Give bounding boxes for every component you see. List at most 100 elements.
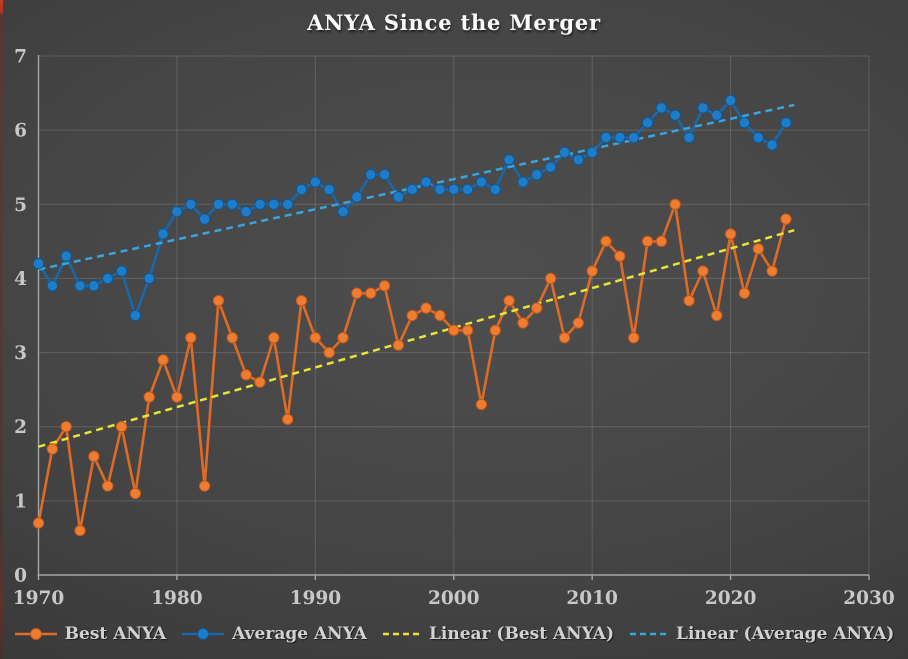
line-marker-icon — [182, 628, 225, 640]
data-point-best-anya — [420, 302, 432, 314]
data-point-average-anya — [60, 250, 72, 262]
data-point-average-anya — [337, 206, 349, 218]
data-point-best-anya — [295, 294, 308, 307]
data-point-best-anya — [766, 265, 778, 277]
data-point-average-anya — [558, 146, 571, 159]
data-point-average-anya — [600, 131, 612, 144]
data-point-average-anya — [157, 228, 169, 240]
data-point-average-anya — [281, 198, 294, 210]
y-tick-label: 2 — [14, 417, 27, 438]
data-point-average-anya — [309, 176, 322, 188]
data-point-average-anya — [544, 161, 557, 173]
data-point-best-anya — [392, 339, 405, 351]
data-point-best-anya — [738, 287, 751, 299]
data-point-average-anya — [32, 257, 45, 270]
data-point-average-anya — [254, 198, 266, 210]
data-point-best-anya — [102, 480, 114, 492]
legend-label: Linear (Average ANYA) — [676, 624, 895, 644]
data-point-best-anya — [212, 294, 225, 307]
data-point-best-anya — [406, 309, 418, 322]
data-point-best-anya — [198, 480, 211, 492]
data-point-best-anya — [254, 376, 266, 388]
data-point-average-anya — [669, 109, 681, 122]
data-point-average-anya — [129, 309, 142, 322]
data-point-average-anya — [434, 183, 446, 196]
data-point-average-anya — [503, 154, 515, 166]
data-point-average-anya — [198, 213, 211, 225]
data-point-best-anya — [185, 332, 197, 344]
data-point-best-anya — [378, 280, 391, 292]
data-point-average-anya — [531, 168, 543, 181]
data-point-best-anya — [697, 265, 709, 277]
data-point-best-anya — [323, 346, 335, 359]
data-point-average-anya — [323, 183, 335, 196]
legend-item-best-anya: Best ANYA — [14, 624, 167, 644]
legend-item-average-anya: Average ANYA — [181, 624, 367, 644]
data-point-average-anya — [226, 198, 238, 210]
chart-legend: Best ANYA Average ANYA Linear (Best ANYA… — [0, 619, 908, 649]
data-point-best-anya — [268, 332, 280, 344]
y-tick-label: 4 — [14, 269, 27, 290]
legend-item-linear-average: Linear (Average ANYA) — [629, 624, 894, 644]
x-tick-label: 2020 — [705, 588, 757, 609]
data-point-best-anya — [724, 228, 737, 240]
data-point-best-anya — [461, 324, 474, 337]
data-point-best-anya — [32, 517, 45, 529]
data-point-average-anya — [448, 183, 460, 196]
data-point-average-anya — [586, 146, 598, 159]
data-point-best-anya — [240, 369, 252, 381]
data-point-best-anya — [281, 413, 294, 425]
data-point-best-anya — [586, 265, 598, 277]
data-point-best-anya — [558, 332, 571, 344]
x-tick-label: 2010 — [566, 588, 618, 609]
dashed-line-icon — [630, 632, 668, 636]
data-point-best-anya — [475, 398, 488, 411]
data-point-best-anya — [600, 235, 612, 248]
data-point-average-anya — [143, 272, 155, 285]
y-tick-label: 7 — [14, 47, 27, 68]
legend-label: Linear (Best ANYA) — [428, 624, 614, 644]
series-line-best-anya — [37, 203, 788, 532]
data-point-average-anya — [489, 183, 501, 196]
data-point-best-anya — [226, 332, 238, 344]
data-point-average-anya — [115, 265, 128, 277]
line-marker-icon — [14, 628, 57, 640]
data-point-average-anya — [738, 117, 751, 129]
data-point-best-anya — [337, 332, 349, 344]
data-point-best-anya — [351, 287, 363, 299]
data-point-average-anya — [627, 131, 640, 144]
data-point-average-anya — [351, 191, 363, 203]
y-tick-label: 0 — [14, 566, 27, 587]
data-point-average-anya — [461, 183, 474, 196]
data-point-best-anya — [669, 198, 681, 210]
data-point-best-anya — [129, 487, 142, 500]
data-point-average-anya — [697, 102, 709, 114]
data-point-best-anya — [655, 235, 668, 248]
data-point-best-anya — [531, 302, 543, 314]
data-point-best-anya — [752, 243, 764, 255]
data-point-average-anya — [517, 176, 529, 188]
data-point-average-anya — [268, 198, 280, 210]
data-point-best-anya — [365, 287, 377, 299]
data-point-average-anya — [74, 280, 86, 292]
x-tick-label: 1990 — [290, 588, 342, 609]
data-point-average-anya — [572, 154, 585, 166]
data-point-average-anya — [406, 183, 418, 196]
data-point-average-anya — [614, 131, 626, 144]
data-point-best-anya — [517, 317, 529, 329]
data-point-best-anya — [544, 272, 557, 285]
legend-label: Best ANYA — [64, 624, 167, 644]
data-point-average-anya — [102, 272, 114, 285]
data-point-best-anya — [115, 421, 128, 433]
data-point-best-anya — [60, 421, 72, 433]
data-point-best-anya — [171, 391, 183, 403]
data-point-average-anya — [88, 280, 100, 292]
data-point-average-anya — [46, 280, 59, 292]
trendline-best-anya — [38, 229, 795, 448]
y-tick-label: 6 — [14, 121, 27, 142]
data-point-best-anya — [489, 324, 501, 337]
data-point-average-anya — [365, 168, 377, 181]
data-point-average-anya — [392, 191, 405, 203]
